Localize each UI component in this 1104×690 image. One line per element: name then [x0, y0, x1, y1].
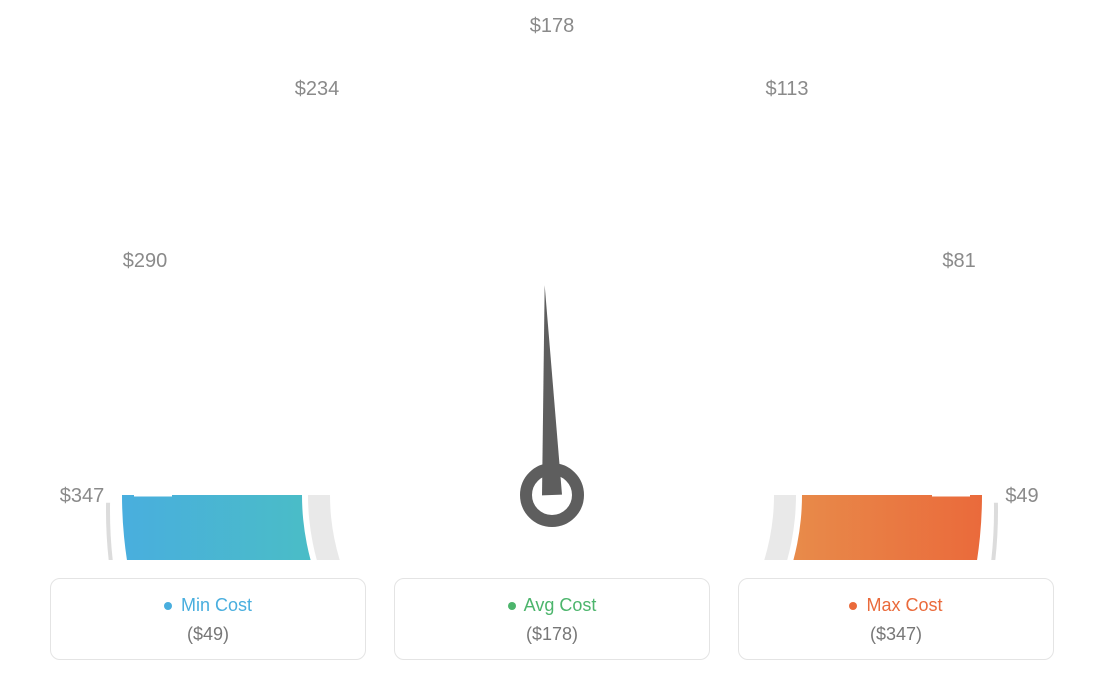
legend-dot-max: [849, 602, 857, 610]
gauge-chart-container: $49 $81 $113 $178 $234 $290 $347 Min Cost ($49…: [0, 0, 1104, 690]
svg-text:$290: $290: [123, 250, 168, 272]
legend-dot-min: [164, 602, 172, 610]
legend-min-title: Min Cost: [61, 595, 355, 616]
legend-max-value: ($347): [749, 624, 1043, 645]
legend-card-min: Min Cost ($49): [50, 578, 366, 660]
legend-row: Min Cost ($49) Avg Cost ($178) Max Cost …: [50, 578, 1054, 660]
legend-max-label: Max Cost: [866, 595, 942, 615]
legend-avg-value: ($178): [405, 624, 699, 645]
svg-text:$234: $234: [295, 78, 340, 100]
svg-text:$81: $81: [942, 250, 975, 272]
svg-text:$49: $49: [1005, 485, 1038, 507]
gauge-area: $49 $81 $113 $178 $234 $290 $347: [0, 0, 1104, 560]
legend-max-title: Max Cost: [749, 595, 1043, 616]
legend-dot-avg: [508, 602, 516, 610]
legend-avg-label: Avg Cost: [524, 595, 597, 615]
legend-avg-title: Avg Cost: [405, 595, 699, 616]
gauge-svg: $49 $81 $113 $178 $234 $290 $347: [0, 0, 1104, 560]
svg-text:$113: $113: [765, 78, 808, 100]
legend-min-label: Min Cost: [181, 595, 252, 615]
svg-text:$347: $347: [60, 485, 105, 507]
legend-card-avg: Avg Cost ($178): [394, 578, 710, 660]
svg-text:$178: $178: [530, 15, 575, 37]
legend-card-max: Max Cost ($347): [738, 578, 1054, 660]
legend-min-value: ($49): [61, 624, 355, 645]
